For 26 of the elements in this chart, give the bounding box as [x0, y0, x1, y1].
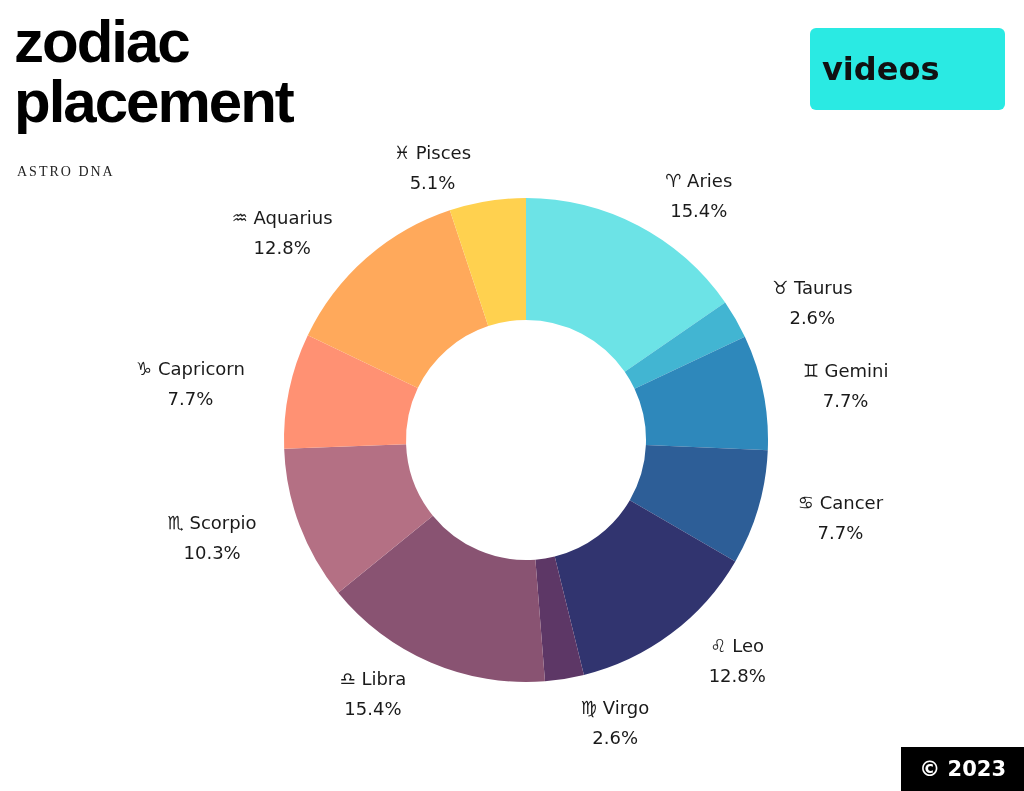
data-label: 2.6% — [592, 727, 639, 749]
data-label: 2.6% — [789, 306, 836, 328]
data-label: 7.7% — [167, 388, 214, 410]
slice-label: ♊ Gemini — [802, 359, 889, 381]
data-label: 12.8% — [708, 665, 766, 687]
slice-label: ♍ Virgo — [580, 697, 650, 719]
slice-label: ♎ Libra — [339, 668, 407, 690]
slice-label: ♑ Capricorn — [136, 358, 245, 380]
slice-label: ♌ Leo — [710, 635, 765, 657]
text: ASTRO DNA — [17, 164, 115, 180]
data-label: 15.4% — [344, 698, 402, 720]
slice-label: ♒ Aquarius — [231, 207, 333, 229]
data-label: 7.7% — [817, 521, 864, 543]
data-label: 12.8% — [253, 237, 311, 259]
data-label: 15.4% — [670, 200, 728, 222]
slice-label: ♈ Aries — [665, 170, 733, 192]
slice-label: ♓ Pisces — [393, 142, 472, 164]
data-label: 10.3% — [183, 541, 241, 563]
chart-title: zodiac placement — [14, 8, 295, 135]
text: videos — [810, 28, 1005, 110]
slice-label: ♋ Cancer — [797, 491, 884, 513]
slice-label: ♉ Taurus — [772, 276, 853, 298]
data-label: 5.1% — [409, 172, 456, 194]
slice-label: ♏ Scorpio — [167, 511, 257, 533]
data-label: 7.7% — [822, 389, 869, 411]
text: © 2023 — [901, 747, 1024, 791]
